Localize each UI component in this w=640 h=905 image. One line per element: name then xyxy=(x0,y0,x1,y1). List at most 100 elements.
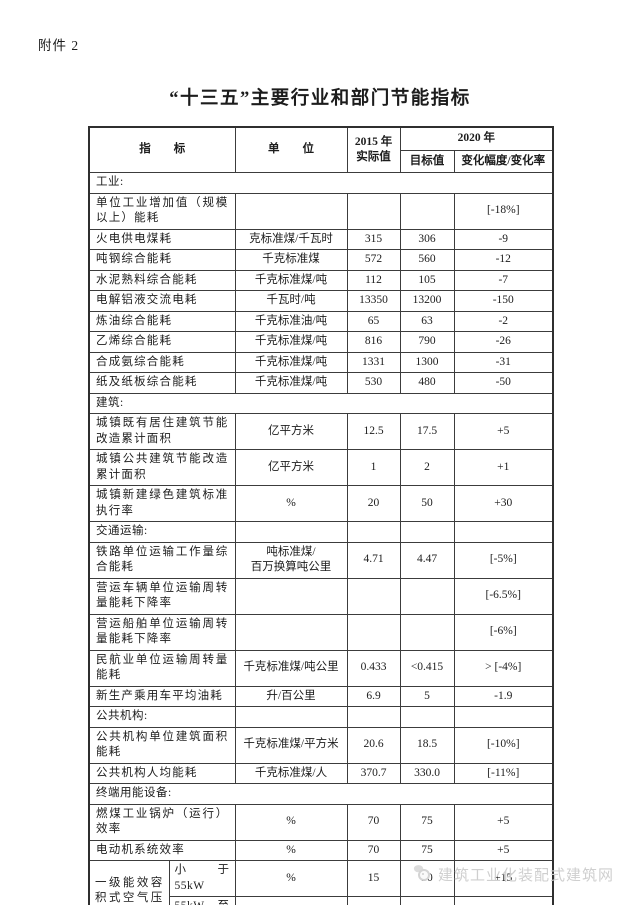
table-row: 单位工业增加值（规模以上）能耗 [-18%] xyxy=(88,192,554,230)
indicator-cell: 城镇公共建筑节能改造累计面积 xyxy=(88,449,236,486)
target-cell: 306 xyxy=(399,228,455,250)
section-label: 建筑: xyxy=(88,392,554,414)
indicator-cell: 乙烯综合能耗 xyxy=(88,331,236,353)
empty-cell xyxy=(234,706,348,728)
change-cell: -1.9 xyxy=(453,685,554,707)
unit-cell: % xyxy=(234,860,348,897)
value-2015-cell: 112 xyxy=(346,269,401,291)
table-row: 营运车辆单位运输周转量能耗下降率 [-6.5%] xyxy=(88,577,554,615)
table-row: 公共机构人均能耗 千克标准煤/人 370.7 330.0 [-11%] xyxy=(88,762,554,784)
empty-cell xyxy=(346,521,401,543)
target-cell: 63 xyxy=(399,310,455,332)
target-cell: 330.0 xyxy=(399,762,455,784)
table-row: 火电供电煤耗 克标准煤/千瓦时 315 306 -9 xyxy=(88,228,554,250)
section-row-enduse: 终端用能设备: xyxy=(88,783,554,805)
value-2015-cell: 70 xyxy=(346,803,401,841)
target-cell xyxy=(399,577,455,615)
section-label: 工业: xyxy=(88,172,554,194)
change-cell: -150 xyxy=(453,290,554,312)
target-cell: 790 xyxy=(399,331,455,353)
change-cell: -26 xyxy=(453,331,554,353)
value-2015-cell: 530 xyxy=(346,372,401,394)
target-cell: 5 xyxy=(399,685,455,707)
value-2015-cell xyxy=(346,192,401,230)
value-2015-cell: 1 xyxy=(346,449,401,486)
indicator-cell: 电动机系统效率 xyxy=(88,839,236,861)
change-cell: -12 xyxy=(453,249,554,271)
change-cell: [-18%] xyxy=(453,192,554,230)
table-row: 铁路单位运输工作量综合能耗 吨标准煤/ 百万换算吨公里 4.71 4.47 [-… xyxy=(88,541,554,579)
table-row: 城镇新建绿色建筑标准执行率 % 20 50 +30 xyxy=(88,485,554,522)
indicator-cell: 电解铝液交流电耗 xyxy=(88,290,236,312)
change-cell: [-5%] xyxy=(453,541,554,579)
value-2015-cell: 15 xyxy=(346,860,401,897)
target-cell: 480 xyxy=(399,372,455,394)
target-cell: 75 xyxy=(399,839,455,861)
change-cell: +5 xyxy=(453,896,554,905)
indicator-cell: 营运船舶单位运输周转量能耗下降率 xyxy=(88,613,236,651)
empty-cell xyxy=(453,521,554,543)
section-label: 终端用能设备: xyxy=(88,783,554,805)
unit-cell: 千克标准煤/吨 xyxy=(234,331,348,353)
sub-indicator-cell: 55kW 至 220kW xyxy=(168,896,236,905)
target-cell: 50 xyxy=(399,485,455,522)
indicator-cell: 合成氨综合能耗 xyxy=(88,351,236,373)
empty-cell xyxy=(234,521,348,543)
empty-cell xyxy=(399,706,455,728)
header-indicator: 指 标 xyxy=(88,126,236,173)
table-header-row: 指 标 单 位 2015 年 实际值 2020 年 xyxy=(88,126,554,173)
page-title: “十三五”主要行业和部门节能指标 xyxy=(169,89,471,109)
header-change: 变化幅度/变化率 xyxy=(453,149,554,173)
unit-cell: % xyxy=(234,839,348,861)
indicator-cell: 铁路单位运输工作量综合能耗 xyxy=(88,541,236,579)
header-2020: 2020 年 xyxy=(399,126,554,151)
indicator-cell: 纸及纸板综合能耗 xyxy=(88,372,236,394)
target-cell: 1300 xyxy=(399,351,455,373)
value-2015-cell: 65 xyxy=(346,310,401,332)
value-2015-cell: 70 xyxy=(346,839,401,861)
value-2015-cell: 816 xyxy=(346,331,401,353)
unit-cell: 千克标准煤/人 xyxy=(234,762,348,784)
table-row: 纸及纸板综合能耗 千克标准煤/吨 530 480 -50 xyxy=(88,372,554,394)
unit-cell: 千克标准油/吨 xyxy=(234,310,348,332)
table-row: 合成氨综合能耗 千克标准煤/吨 1331 1300 -31 xyxy=(88,351,554,373)
indicator-cell: 民航业单位运输周转量能耗 xyxy=(88,649,236,687)
empty-cell xyxy=(453,706,554,728)
change-cell: -31 xyxy=(453,351,554,373)
table-row: 民航业单位运输周转量能耗 千克标准煤/吨公里 0.433 <0.415 > [-… xyxy=(88,649,554,687)
indicator-cell: 城镇既有居住建筑节能改造累计面积 xyxy=(88,413,236,450)
section-row-industry: 工业: xyxy=(88,172,554,194)
change-cell: +5 xyxy=(453,413,554,450)
value-2015-cell xyxy=(346,577,401,615)
table-row: 吨钢综合能耗 千克标准煤 572 560 -12 xyxy=(88,249,554,271)
indicator-cell: 公共机构人均能耗 xyxy=(88,762,236,784)
unit-cell: % xyxy=(234,803,348,841)
value-2015-cell: 12.5 xyxy=(346,413,401,450)
empty-cell xyxy=(346,706,401,728)
value-2015-cell: 572 xyxy=(346,249,401,271)
target-cell: 13200 xyxy=(399,290,455,312)
value-2015-cell: 370.7 xyxy=(346,762,401,784)
unit-cell: 升/百公里 xyxy=(234,685,348,707)
indicator-cell: 营运车辆单位运输周转量能耗下降率 xyxy=(88,577,236,615)
change-cell: -50 xyxy=(453,372,554,394)
unit-cell: 克标准煤/千瓦时 xyxy=(234,228,348,250)
change-cell: +1 xyxy=(453,449,554,486)
change-cell: +30 xyxy=(453,485,554,522)
unit-cell xyxy=(234,613,348,651)
indicator-cell: 水泥熟料综合能耗 xyxy=(88,269,236,291)
value-2015-cell: 8 xyxy=(346,896,401,905)
target-cell: 105 xyxy=(399,269,455,291)
unit-cell xyxy=(234,577,348,615)
target-cell: <0.415 xyxy=(399,649,455,687)
table-row: 营运船舶单位运输周转量能耗下降率 [-6%] xyxy=(88,613,554,651)
table-row: 电解铝液交流电耗 千瓦时/吨 13350 13200 -150 xyxy=(88,290,554,312)
change-cell: > [-4%] xyxy=(453,649,554,687)
section-row-public: 公共机构: xyxy=(88,706,554,728)
value-2015-cell: 4.71 xyxy=(346,541,401,579)
indicator-cell: 吨钢综合能耗 xyxy=(88,249,236,271)
target-cell: 4.47 xyxy=(399,541,455,579)
table-row: 城镇公共建筑节能改造累计面积 亿平方米 1 2 +1 xyxy=(88,449,554,486)
unit-cell: 吨标准煤/ 百万换算吨公里 xyxy=(234,541,348,579)
unit-cell: % xyxy=(234,485,348,522)
